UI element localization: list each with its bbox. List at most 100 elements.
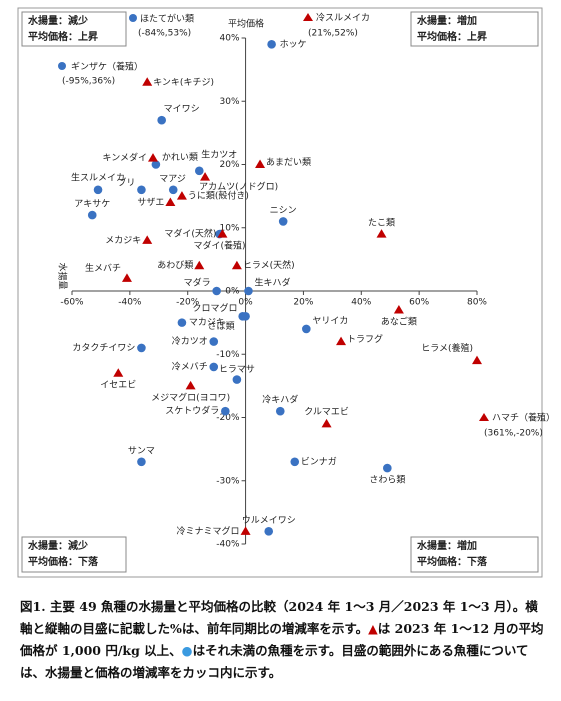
point-label: キンキ(キチジ) [153, 77, 214, 88]
point [264, 527, 274, 536]
point [238, 312, 247, 321]
quadrant-label: 平均価格：上昇 [28, 30, 98, 43]
point [302, 324, 311, 334]
y-tick-label: -10% [216, 350, 240, 360]
point-label: クルマエビ [304, 406, 349, 417]
y-tick-label: -30% [216, 476, 240, 486]
point [142, 235, 153, 244]
caption-text: は 2023 年 1～12 月の平均価格が 1,000 円/kg 以上、 [20, 621, 544, 658]
caption-symbol: ▲ [368, 621, 378, 636]
point [231, 260, 242, 270]
point [200, 172, 211, 181]
quadrant-box [21, 11, 539, 573]
outlier-marker [303, 13, 313, 21]
point [278, 217, 288, 226]
point-label: スケトウダラ [165, 405, 219, 417]
point-label: たこ類 [368, 218, 395, 229]
outlier-label: ギンザケ（養殖） [71, 61, 143, 73]
quadrant-label: 平均価格：下落 [417, 555, 488, 568]
point-label: カタクチイワシ [72, 342, 135, 353]
point-label: ウルメイワシ [242, 515, 296, 526]
point [137, 185, 146, 195]
quadrant-label: 水揚量：減少 [27, 539, 88, 552]
point [290, 457, 300, 467]
point-label: 生メバチ [85, 262, 121, 274]
point [93, 185, 103, 195]
outlier-coords: (-95%,36%) [62, 77, 115, 87]
outlier-marker [479, 413, 489, 421]
x-tick-label: 80% [467, 298, 487, 308]
point-label: マイワシ [164, 105, 200, 115]
point-label: あまだい類 [266, 157, 311, 168]
point-label: アキサケ [74, 199, 110, 210]
point [137, 343, 146, 353]
point-label: マダイ(養殖) [194, 240, 246, 252]
point [87, 210, 97, 220]
point-label: クロマグロ [193, 302, 238, 314]
point [209, 337, 219, 346]
point [321, 418, 332, 428]
x-tick-label: 20% [293, 298, 313, 308]
point-label: 冷メバチ [172, 360, 208, 372]
point [240, 526, 251, 535]
point [217, 229, 228, 238]
point [472, 355, 482, 365]
point-label: ホッケ [280, 39, 307, 50]
y-tick-label: -20% [216, 413, 240, 423]
point [165, 197, 176, 206]
outlier-coords: (-84%,53%) [138, 29, 191, 39]
point-label: イセエビ [100, 380, 136, 391]
point-label: マアジ [159, 174, 186, 184]
x-tick-label: -40% [118, 298, 142, 308]
point-label: かれい類 [162, 152, 198, 163]
point [168, 185, 178, 195]
point-label: さわら類 [369, 475, 405, 486]
point-label: ニシン [270, 206, 297, 216]
point-label: あわび類 [157, 260, 193, 271]
point-label: ヒラメ(養殖) [421, 342, 473, 354]
point-label: 冷ミナミマグロ [177, 525, 240, 537]
point-label: うに類(殻付き) [188, 190, 249, 202]
x-tick-label: -20% [176, 298, 200, 308]
y-tick-label: 20% [220, 160, 240, 170]
y-axis-title: 平均価格 [228, 18, 264, 30]
point [376, 229, 387, 238]
outlier-label: ハマチ（養殖） [492, 412, 555, 424]
y-tick-label: 40% [220, 34, 240, 44]
point [194, 166, 204, 176]
y-tick-label: 30% [220, 97, 240, 107]
quadrant-label: 平均価格：下落 [28, 555, 99, 568]
point-label: トラフグ [347, 333, 383, 345]
point-label: さば類 [208, 321, 235, 332]
point-label: 生カツオ [201, 148, 237, 160]
point-label: マダイ(天然) [164, 228, 216, 240]
outlier-marker [58, 62, 66, 70]
point [244, 286, 253, 296]
point [336, 336, 347, 346]
point [113, 368, 124, 377]
quadrant-label: 水揚量：増加 [416, 539, 477, 552]
outlier-coords: (361%,-20%) [484, 429, 543, 439]
caption: 図1. 主要 49 魚種の水揚量と平均価格の比較（2024 年 1～3 月／20… [20, 596, 544, 684]
x-tick-label: -60% [60, 298, 84, 308]
point-label: 生キハダ [254, 277, 290, 289]
y-tick-label: 0% [225, 287, 240, 297]
point [177, 318, 187, 327]
x-axis-title: 水揚量 [57, 262, 69, 289]
caption-text: はそれ未満の魚種を示す。目盛の範囲外にある魚種については、水揚量と価格の増減率を… [20, 643, 529, 680]
point [221, 406, 230, 416]
point-label: ヒラマサ [219, 364, 255, 375]
point-label: ビンナガ [301, 456, 337, 467]
point [151, 160, 161, 169]
quadrant-label: 水揚量：増加 [416, 14, 477, 27]
outlier-marker [129, 14, 137, 22]
point-label: ヤリイカ [312, 315, 348, 326]
y-tick-label: -40% [216, 540, 240, 550]
chart-frame [17, 7, 543, 578]
point [383, 463, 392, 473]
point-label: ヒラメ(天然) [243, 259, 295, 271]
point-label: マダラ [184, 277, 211, 289]
point-label: メカジキ [105, 235, 141, 246]
point-label: キンメダイ [103, 152, 147, 164]
